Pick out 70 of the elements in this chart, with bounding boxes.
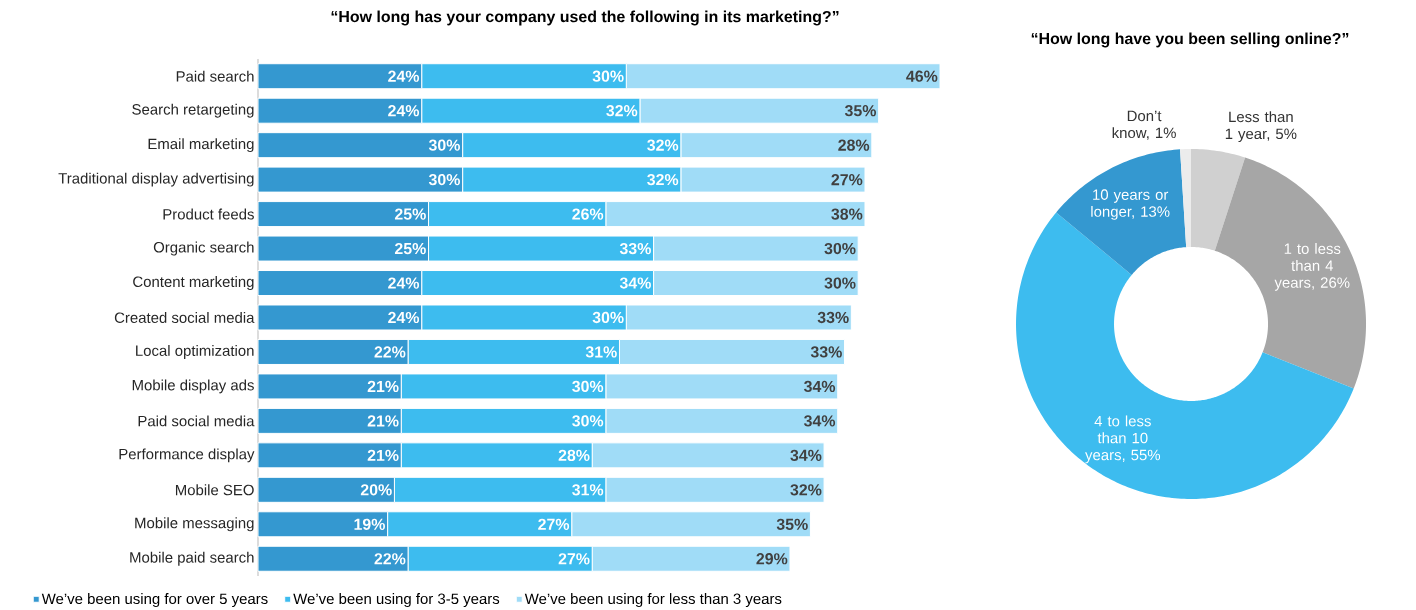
data-label: 30% [824, 242, 856, 255]
data-label: 25% [394, 242, 426, 255]
y-tick-label: Paid social media [138, 415, 255, 427]
data-label: 28% [838, 139, 870, 151]
y-tick-label: Organic search [153, 241, 254, 256]
y-tick-label: Mobile paid search [130, 551, 254, 566]
data-label: 27% [831, 174, 863, 186]
data-label: 32% [790, 484, 822, 496]
legend-label: We’ve been using for 3-5 years [293, 593, 500, 608]
data-label: 34% [790, 449, 822, 462]
data-label: 30% [572, 415, 604, 427]
data-label: 30% [428, 173, 460, 186]
slice-label: Less than 1 year, 5% [1225, 111, 1297, 143]
data-label: 21% [367, 380, 399, 393]
slice-label: 4 to less than 10 years, 55% [1085, 415, 1161, 464]
data-label: 24% [388, 70, 420, 82]
y-tick-label: Local optimization [136, 344, 254, 359]
data-label: 21% [367, 415, 399, 427]
data-label: 31% [572, 484, 604, 496]
data-label: 32% [647, 173, 679, 186]
data-label: 31% [585, 346, 617, 358]
data-label: 20% [360, 484, 392, 496]
y-tick-label: Mobile messaging [135, 517, 254, 532]
data-label: 29% [756, 553, 788, 565]
data-label: 33% [817, 311, 849, 324]
data-label: 30% [428, 139, 460, 151]
data-label: 24% [388, 311, 420, 324]
data-label: 25% [394, 208, 426, 220]
data-label: 46% [906, 70, 938, 82]
slice-label: Don’t know, 1% [1112, 110, 1176, 140]
data-label: 26% [572, 208, 604, 220]
data-label: 34% [619, 277, 651, 289]
y-tick-label: Performance display [119, 448, 255, 463]
data-label: 34% [803, 415, 836, 427]
slice-label: 1 to less than 4 years, 26% [1274, 243, 1350, 291]
data-label: 21% [367, 449, 399, 461]
y-tick-label: Traditional display advertising [58, 172, 254, 187]
data-label: 24% [388, 277, 420, 289]
data-label: 32% [606, 105, 638, 117]
data-label: 33% [810, 346, 842, 358]
data-label: 24% [388, 105, 420, 117]
y-tick-label: Mobile SEO [175, 484, 254, 496]
chart-title: “How long has your company used the following in its marketing?” [331, 10, 839, 26]
y-tick-label: Content marketing [133, 276, 254, 290]
data-label: 30% [592, 70, 624, 82]
data-label: 28% [558, 449, 590, 461]
data-label: 30% [824, 277, 856, 289]
data-label: 35% [844, 105, 877, 117]
data-label: 33% [619, 242, 651, 255]
y-tick-label: Mobile display ads [132, 379, 254, 394]
legend-label: We’ve been using for over 5 years [41, 593, 268, 608]
slice-label: 10 years or longer, 13% [1091, 189, 1170, 220]
data-label: 22% [374, 346, 406, 358]
data-label: 38% [831, 208, 863, 220]
y-tick-label: Paid search [176, 70, 254, 82]
data-label: 30% [592, 311, 624, 324]
data-label: 27% [538, 518, 570, 530]
chart-title: “How long have you been selling online?” [1031, 32, 1349, 48]
data-label: 19% [354, 518, 385, 530]
y-tick-label: Search retargeting [132, 103, 254, 118]
data-label: 27% [558, 553, 590, 565]
data-label: 35% [776, 518, 808, 530]
data-label: 30% [572, 380, 604, 393]
y-tick-label: Created social media [114, 312, 255, 323]
legend-label: We’ve been using for less than 3 years [524, 593, 782, 608]
data-label: 22% [374, 553, 406, 565]
data-label: 32% [647, 139, 679, 151]
data-label: 34% [803, 380, 836, 393]
y-tick-label: Product feeds [163, 208, 254, 220]
y-tick-label: Email marketing [148, 138, 254, 153]
